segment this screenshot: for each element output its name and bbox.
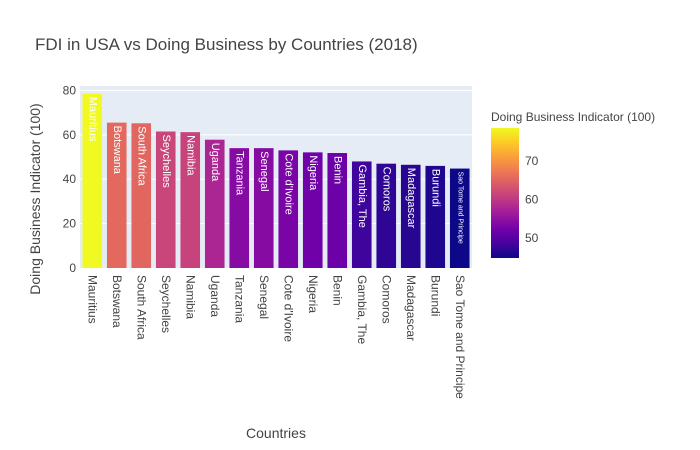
bar (278, 150, 299, 268)
bar-label: Cote d'Ivoire (282, 153, 294, 214)
bar-label: Botswana (111, 126, 123, 175)
bar-label: Madagascar (405, 168, 417, 229)
bar (302, 152, 323, 268)
bar-label: Seychelles (160, 135, 172, 189)
bar (131, 123, 152, 268)
x-tick-label: Tanzania (232, 275, 246, 323)
y-axis-title: Doing Business Indicator (100) (27, 103, 43, 294)
bar (327, 153, 348, 268)
y-tick-label: 0 (69, 261, 76, 275)
bar-label: Burundi (429, 169, 441, 207)
colorbar-tick-label: 70 (525, 154, 539, 168)
bar-label: Gambia, The (356, 164, 368, 227)
x-tick-label: Mauritius (85, 275, 99, 324)
y-tick-label: 60 (63, 128, 77, 142)
y-tick-label: 40 (63, 172, 77, 186)
bar (180, 132, 201, 268)
bar (106, 122, 127, 268)
bar (400, 164, 421, 268)
x-tick-label: Namibia (183, 275, 197, 319)
bar-label: Uganda (209, 143, 221, 182)
bar (229, 148, 250, 268)
bar-label: Nigeria (307, 155, 319, 191)
x-tick-label: Benin (330, 275, 344, 306)
bar-label: Senegal (258, 151, 270, 191)
x-tick-label: Burundi (428, 275, 442, 316)
colorbar-tick-label: 60 (525, 192, 539, 206)
bar-label: Benin (331, 156, 343, 184)
bar (253, 148, 274, 268)
bar-label: Mauritius (86, 97, 98, 142)
bar (425, 165, 446, 268)
colorbar (491, 128, 519, 258)
x-axis-title: Countries (246, 425, 306, 441)
bar-label: South Africa (135, 126, 147, 186)
x-tick-label: Seychelles (159, 275, 173, 333)
x-tick-label: Cote d'Ivoire (281, 275, 295, 342)
x-tick-labels: Mauritius Botswana South Africa Seychelles N… (85, 275, 467, 399)
bar (204, 139, 225, 268)
bar (376, 163, 397, 268)
bar-label: Comoros (380, 167, 392, 212)
colorbar-tick-label: 50 (525, 231, 539, 245)
x-tick-label: Uganda (208, 275, 222, 317)
bars: Mauritius Botswana South Africa Seychelles N… (82, 93, 470, 268)
bar (449, 168, 470, 268)
bar (82, 93, 103, 268)
y-tick-label: 20 (63, 217, 77, 231)
chart-title: FDI in USA vs Doing Business by Countrie… (35, 35, 418, 54)
bar (155, 131, 176, 268)
x-tick-label: Nigeria (306, 275, 320, 313)
x-tick-label: Sao Tome and Principe (453, 275, 467, 399)
x-tick-label: Comoros (379, 275, 393, 324)
x-tick-label: Madagascar (404, 275, 418, 341)
y-tick-label: 80 (63, 83, 77, 97)
bar (351, 161, 372, 268)
colorbar-title: Doing Business Indicator (100) (491, 110, 655, 124)
colorbar-ticks: 50 60 70 (525, 154, 539, 245)
y-tick-labels: 0 20 40 60 80 (63, 83, 77, 275)
bar-label: Namibia (184, 135, 196, 176)
bar-label: Sao Tome and Principe (456, 172, 463, 244)
bar-label: Tanzania (233, 151, 245, 196)
x-tick-label: Senegal (257, 275, 271, 319)
x-tick-label: Gambia, The (355, 275, 369, 344)
x-tick-label: Botswana (110, 275, 124, 328)
x-tick-label: South Africa (134, 275, 148, 340)
